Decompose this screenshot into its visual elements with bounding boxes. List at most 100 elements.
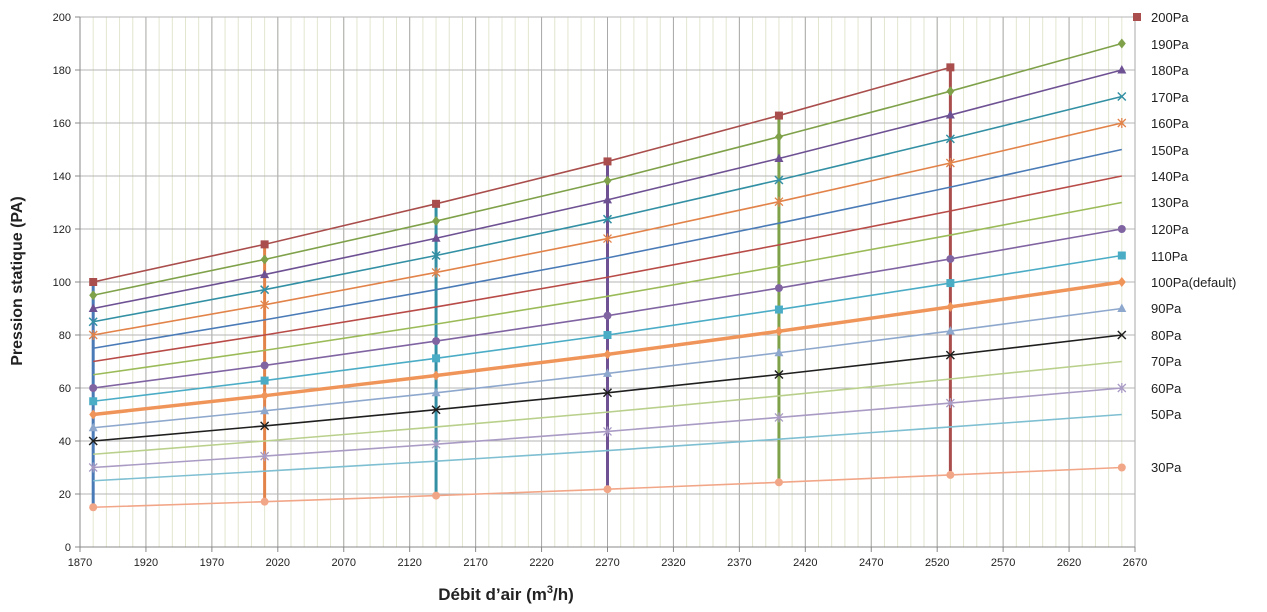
- legend-label: 70Pa: [1151, 354, 1182, 369]
- data-point: [89, 503, 98, 512]
- y-tick-label: 80: [59, 330, 71, 342]
- x-axis-title: Débit d’air (m3/h): [438, 584, 574, 604]
- data-point: [945, 134, 955, 144]
- y-tick-label: 20: [59, 489, 71, 501]
- axes: 1870 1920 1970 2020 2070 2120 2170 2220 2270 2320…: [53, 12, 1148, 569]
- data-point: [774, 175, 784, 185]
- x-tick-label: 2620: [1057, 557, 1081, 569]
- x-axis-title-sup: 3: [547, 584, 553, 596]
- x-tick-label: 2470: [859, 557, 883, 569]
- y-tick-label: 200: [53, 12, 71, 24]
- y-axis-title: Pression statique (PA): [9, 196, 26, 366]
- legend-label: 200Pa: [1151, 10, 1189, 25]
- data-point: [774, 153, 784, 163]
- x-tick-label: 2570: [991, 557, 1015, 569]
- data-point: [774, 284, 783, 293]
- data-point: [260, 269, 270, 279]
- data-point: [774, 131, 783, 142]
- x-axis-title-base: Débit d’air (m: [438, 585, 547, 604]
- data-point: [88, 422, 98, 432]
- data-point: [260, 376, 269, 385]
- legend-label: 60Pa: [1151, 381, 1182, 396]
- x-tick-label: 2220: [529, 557, 553, 569]
- data-point: [774, 196, 784, 207]
- x-tick-label: 2670: [1123, 557, 1147, 569]
- data-point: [89, 384, 98, 392]
- data-point: [945, 158, 955, 169]
- y-tick-label: 140: [53, 171, 71, 183]
- legend-marker: [1133, 13, 1141, 21]
- data-point: [88, 303, 98, 312]
- data-point: [88, 436, 98, 446]
- data-point: [603, 233, 612, 244]
- data-point: [603, 349, 612, 360]
- data-point: [431, 439, 441, 450]
- data-point: [260, 240, 269, 249]
- data-point: [1117, 118, 1127, 128]
- data-point: [602, 214, 613, 224]
- data-point: [1117, 383, 1127, 393]
- legend-label: 30Pa: [1151, 460, 1182, 475]
- data-point: [432, 216, 441, 227]
- data-point: [88, 317, 98, 327]
- data-point: [260, 405, 270, 415]
- data-point: [1117, 38, 1126, 49]
- y-tick-label: 0: [65, 542, 71, 554]
- x-tick-label: 2370: [727, 557, 751, 569]
- legend-label: 110Pa: [1151, 249, 1188, 264]
- data-point: [946, 63, 955, 72]
- data-point: [1117, 303, 1127, 312]
- data-point: [432, 370, 441, 381]
- data-point: [774, 326, 783, 337]
- data-point: [774, 305, 783, 314]
- x-tick-label: 2170: [463, 557, 487, 569]
- data-point: [260, 361, 269, 370]
- data-point: [774, 478, 783, 487]
- series-line: [93, 360, 1122, 456]
- data-point: [1117, 65, 1127, 74]
- y-tick-label: 120: [53, 224, 71, 236]
- legend-label: 130Pa: [1151, 195, 1189, 210]
- data-point: [1117, 251, 1126, 260]
- data-point: [945, 350, 955, 360]
- data-point: [603, 194, 612, 204]
- data-point: [946, 470, 955, 479]
- data-point: [603, 175, 612, 186]
- y-tick-label: 40: [59, 436, 71, 448]
- data-point: [260, 421, 270, 431]
- y-tick-label: 180: [53, 65, 71, 77]
- series: [88, 38, 1127, 512]
- legend: 200Pa 190Pa 180Pa 170Pa 160Pa 150Pa 140Pa 130Pa…: [1133, 10, 1236, 475]
- x-tick-label: 2120: [397, 557, 421, 569]
- series-line: [93, 201, 1122, 376]
- data-point: [603, 368, 612, 377]
- legend-label: 80Pa: [1151, 328, 1182, 343]
- y-tick-label: 60: [59, 383, 71, 395]
- legend-label: 90Pa: [1151, 301, 1182, 316]
- legend-label: 120Pa: [1151, 222, 1189, 237]
- data-point: [1117, 330, 1127, 340]
- data-point: [89, 409, 98, 420]
- data-point: [260, 497, 269, 506]
- data-point: [774, 347, 784, 357]
- data-point: [432, 199, 441, 208]
- data-point: [603, 157, 612, 166]
- data-point: [774, 111, 783, 120]
- data-point: [774, 369, 784, 380]
- data-point: [946, 254, 955, 263]
- data-point: [260, 285, 270, 295]
- y-tick-label: 160: [53, 118, 71, 130]
- x-axis-title-tail: /h): [553, 585, 574, 604]
- data-point: [946, 86, 955, 97]
- data-point: [431, 233, 441, 242]
- data-point: [431, 387, 441, 397]
- data-point: [89, 290, 98, 301]
- data-point: [260, 451, 270, 462]
- legend-label: 100Pa(default): [1151, 275, 1236, 290]
- data-point: [946, 301, 955, 312]
- legend-label: 50Pa: [1151, 407, 1182, 422]
- data-point: [432, 491, 441, 500]
- data-point: [260, 254, 269, 265]
